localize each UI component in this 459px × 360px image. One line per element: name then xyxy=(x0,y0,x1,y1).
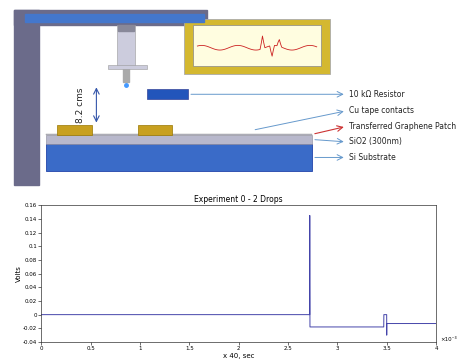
Bar xyxy=(46,135,312,144)
Bar xyxy=(147,89,188,99)
X-axis label: x 40, sec: x 40, sec xyxy=(223,352,254,359)
Bar xyxy=(46,134,312,135)
Bar xyxy=(14,10,207,25)
Y-axis label: Volts: Volts xyxy=(16,265,22,282)
Text: Si Substrate: Si Substrate xyxy=(349,153,396,162)
Bar xyxy=(46,144,312,171)
Text: Cu tape contacts: Cu tape contacts xyxy=(349,106,414,115)
Bar xyxy=(138,125,172,135)
Bar xyxy=(108,65,147,69)
Bar xyxy=(123,68,129,82)
Text: ×10⁻³: ×10⁻³ xyxy=(440,337,457,342)
Bar xyxy=(118,25,134,31)
Text: SiO2 (300nm): SiO2 (300nm) xyxy=(349,138,402,147)
Bar xyxy=(117,25,135,68)
Bar xyxy=(14,10,39,185)
Title: Experiment 0 - 2 Drops: Experiment 0 - 2 Drops xyxy=(194,195,283,204)
Bar xyxy=(184,19,330,74)
Bar xyxy=(25,14,204,22)
Text: 10 kΩ Resistor: 10 kΩ Resistor xyxy=(349,90,404,99)
Text: 8.2 cms: 8.2 cms xyxy=(76,87,85,123)
Text: Transferred Graphene Patch: Transferred Graphene Patch xyxy=(349,122,456,131)
Bar xyxy=(57,125,92,135)
Bar xyxy=(193,25,321,66)
